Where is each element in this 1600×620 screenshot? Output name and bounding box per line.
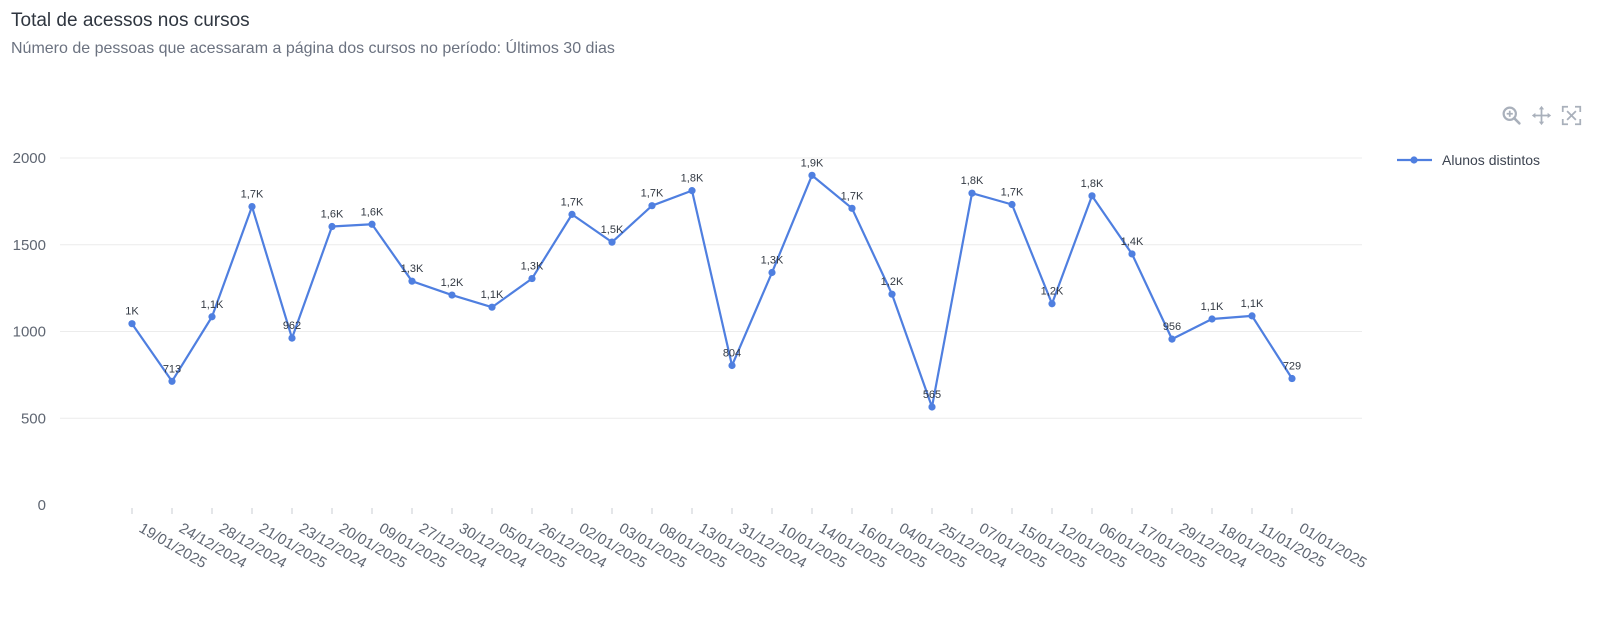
data-label: 729 (1283, 361, 1301, 373)
data-point (128, 320, 136, 328)
data-point (1248, 312, 1256, 320)
data-point (1128, 250, 1136, 258)
data-label: 1,1K (201, 299, 224, 311)
data-label: 1,3K (521, 261, 544, 273)
data-label: 1,8K (961, 175, 984, 187)
chart-toolbar (1501, 105, 1582, 126)
data-point (848, 204, 856, 212)
data-point (488, 303, 496, 311)
data-label: 1,7K (561, 196, 584, 208)
data-point (648, 202, 656, 210)
data-label: 1,3K (761, 255, 784, 267)
legend-label: Alunos distintos (1442, 152, 1540, 168)
data-point (1008, 200, 1016, 209)
data-point (688, 187, 696, 195)
data-label: 1,7K (841, 190, 864, 202)
data-label: 1,1K (481, 289, 504, 301)
data-label: 804 (723, 348, 741, 360)
data-point (1048, 300, 1056, 308)
data-label: 565 (923, 389, 941, 401)
data-point (1088, 192, 1096, 200)
legend-marker-dot (1410, 156, 1418, 164)
data-label: 1,6K (361, 206, 384, 218)
data-label: 1,2K (441, 277, 464, 289)
data-point (928, 403, 936, 411)
data-point (768, 268, 776, 277)
data-point (968, 189, 976, 197)
data-point (528, 274, 536, 283)
data-label: 1,7K (241, 189, 264, 201)
data-label: 1,8K (681, 173, 704, 185)
data-point (208, 313, 216, 321)
y-tick-label: 1000 (13, 324, 46, 341)
data-label: 1,4K (1121, 236, 1144, 248)
data-label: 1,1K (1201, 301, 1224, 313)
data-label: 1,6K (321, 209, 344, 221)
data-point (368, 220, 376, 228)
data-label: 1,3K (401, 263, 424, 275)
data-point (1288, 374, 1296, 383)
reset-zoom-icon[interactable] (1561, 105, 1582, 126)
chart-title: Total de acessos nos cursos (11, 10, 250, 31)
data-label: 1K (125, 306, 139, 318)
data-point (328, 222, 336, 231)
data-point (1208, 315, 1216, 323)
y-tick-label: 1500 (13, 237, 46, 254)
data-label: 1,1K (1241, 298, 1264, 310)
data-point (608, 238, 616, 246)
data-label: 962 (283, 320, 301, 332)
data-label: 1,7K (1001, 186, 1024, 198)
data-label: 956 (1163, 321, 1181, 333)
series-line (131, 174, 1293, 409)
y-tick-label: 0 (38, 497, 46, 514)
data-label: 1,8K (1081, 178, 1104, 190)
data-point (888, 290, 896, 298)
data-point (448, 291, 456, 299)
chart-subtitle: Número de pessoas que acessaram a página… (11, 40, 615, 57)
y-tick-label: 500 (21, 410, 46, 427)
data-label: 1,7K (641, 188, 664, 200)
y-tick-label: 2000 (13, 150, 46, 167)
data-label: 1,2K (881, 276, 904, 288)
data-point (408, 277, 416, 285)
data-point (728, 361, 736, 370)
data-point (568, 210, 576, 218)
data-label: 1,2K (1041, 286, 1064, 298)
data-point (248, 202, 256, 211)
zoom-in-icon[interactable] (1501, 105, 1522, 126)
data-label: 713 (163, 363, 181, 375)
data-point (1168, 335, 1176, 343)
data-label: 1,5K (601, 224, 624, 236)
data-point (288, 334, 296, 342)
pan-icon[interactable] (1531, 105, 1552, 126)
data-point (168, 377, 176, 385)
data-label: 1,9K (801, 157, 824, 169)
data-point (808, 171, 816, 179)
